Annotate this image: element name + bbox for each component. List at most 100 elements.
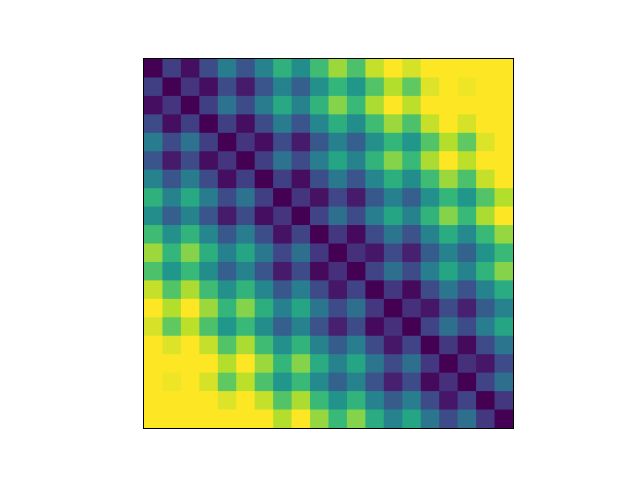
heatmap-cell: [273, 169, 293, 189]
heatmap-cell: [439, 298, 459, 318]
heatmap-cell: [217, 391, 237, 411]
heatmap-cell: [273, 59, 293, 78]
heatmap-cell: [365, 391, 385, 411]
heatmap-cell: [217, 114, 237, 134]
heatmap-cell: [180, 188, 200, 208]
heatmap-cell: [346, 243, 366, 263]
heatmap-cell: [439, 409, 459, 429]
heatmap-cell: [420, 261, 440, 281]
heatmap-cell: [273, 280, 293, 300]
heatmap-cell: [273, 261, 293, 281]
heatmap-cell: [144, 317, 163, 337]
heatmap-cell: [420, 243, 440, 263]
heatmap-cell: [199, 354, 219, 374]
heatmap-cell: [236, 354, 256, 374]
heatmap-cell: [402, 151, 422, 171]
heatmap-cell: [494, 243, 514, 263]
heatmap-cell: [439, 206, 459, 226]
heatmap-cell: [310, 206, 329, 226]
heatmap-cell: [457, 114, 477, 134]
heatmap-cell: [494, 188, 514, 208]
heatmap-cell: [162, 243, 182, 263]
heatmap-cell: [383, 59, 403, 78]
heatmap-cell: [162, 298, 182, 318]
heatmap-cell: [162, 151, 182, 171]
heatmap-cell: [162, 317, 182, 337]
heatmap-cell: [402, 206, 422, 226]
heatmap-cell: [383, 409, 403, 429]
heatmap-cell: [310, 77, 329, 97]
heatmap-cell: [180, 206, 200, 226]
heatmap-cell: [420, 95, 440, 115]
heatmap-cell: [180, 59, 200, 78]
heatmap-cell: [162, 225, 182, 244]
heatmap-cell: [328, 225, 348, 244]
heatmap-cell: [420, 317, 440, 337]
heatmap-cell: [144, 169, 163, 189]
heatmap-cell: [199, 114, 219, 134]
heatmap-cell: [402, 354, 422, 374]
heatmap-cell: [476, 77, 496, 97]
heatmap-cell: [217, 261, 237, 281]
heatmap-cell: [365, 188, 385, 208]
heatmap-cell: [291, 243, 311, 263]
heatmap-cell: [457, 409, 477, 429]
heatmap-cell: [476, 372, 496, 392]
heatmap-cell: [494, 59, 514, 78]
heatmap-cell: [291, 317, 311, 337]
heatmap-cell: [365, 261, 385, 281]
heatmap-cell: [494, 280, 514, 300]
heatmap-cell: [383, 151, 403, 171]
heatmap-cell: [236, 335, 256, 355]
heatmap-cell: [494, 95, 514, 115]
heatmap-cell: [439, 59, 459, 78]
heatmap-cell: [476, 169, 496, 189]
heatmap-cell: [494, 335, 514, 355]
heatmap-cell: [383, 95, 403, 115]
heatmap-cell: [328, 372, 348, 392]
heatmap-cell: [420, 335, 440, 355]
heatmap-cell: [328, 132, 348, 152]
heatmap-cell: [254, 409, 274, 429]
heatmap-cell: [346, 77, 366, 97]
heatmap-cell: [273, 132, 293, 152]
heatmap-cell: [346, 391, 366, 411]
heatmap-cell: [310, 298, 329, 318]
heatmap-cell: [402, 317, 422, 337]
heatmap-cell: [457, 298, 477, 318]
heatmap-cell: [439, 372, 459, 392]
heatmap-cell: [365, 77, 385, 97]
heatmap-cell: [476, 335, 496, 355]
heatmap-cell: [254, 95, 274, 115]
heatmap-cell: [476, 151, 496, 171]
heatmap-cell: [328, 188, 348, 208]
heatmap-cell: [254, 372, 274, 392]
heatmap-cell: [476, 280, 496, 300]
heatmap-cell: [439, 225, 459, 244]
heatmap-cell: [346, 354, 366, 374]
heatmap-cell: [254, 132, 274, 152]
heatmap-cell: [328, 261, 348, 281]
heatmap-cell: [420, 391, 440, 411]
heatmap-cell: [236, 114, 256, 134]
heatmap-cell: [199, 77, 219, 97]
heatmap-cell: [180, 169, 200, 189]
heatmap-cell: [439, 169, 459, 189]
heatmap-cell: [144, 132, 163, 152]
heatmap-cell: [162, 261, 182, 281]
heatmap-cell: [144, 225, 163, 244]
heatmap-cell: [420, 409, 440, 429]
heatmap-cell: [162, 372, 182, 392]
heatmap-cell: [217, 317, 237, 337]
heatmap-cell: [420, 280, 440, 300]
heatmap-cell: [420, 188, 440, 208]
heatmap-cell: [144, 95, 163, 115]
heatmap-cell: [383, 298, 403, 318]
heatmap-cell: [402, 409, 422, 429]
heatmap-cell: [439, 151, 459, 171]
heatmap-cell: [383, 243, 403, 263]
heatmap-cell: [365, 59, 385, 78]
heatmap-cell: [457, 188, 477, 208]
heatmap-cell: [180, 261, 200, 281]
heatmap-cell: [291, 77, 311, 97]
